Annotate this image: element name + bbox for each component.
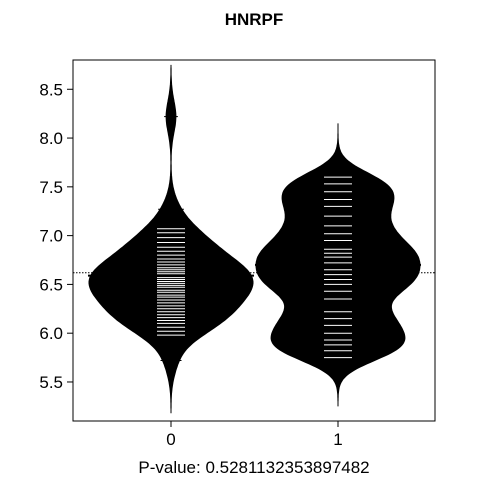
y-tick-label-6.5: 6.5 [39,275,63,294]
y-tick-label-7: 7.0 [39,227,63,246]
bean-density-0 [88,64,254,414]
y-tick-label-7.5: 7.5 [39,178,63,197]
x-tick-label-0: 0 [166,430,175,449]
chart-title: HNRPF [225,10,284,29]
x-tick-label-1: 1 [333,430,342,449]
y-tick-label-5.5: 5.5 [39,373,63,392]
y-tick-label-8: 8.0 [39,129,63,148]
beans-layer [73,64,435,414]
y-axis: 5.5 6.0 6.5 7.0 7.5 8.0 8.5 [39,80,73,392]
p-value-caption: P-value: 0.5281132353897482 [138,458,369,477]
plot-frame [72,59,436,422]
y-tick-label-6: 6.0 [39,324,63,343]
y-tick-label-8.5: 8.5 [39,80,63,99]
